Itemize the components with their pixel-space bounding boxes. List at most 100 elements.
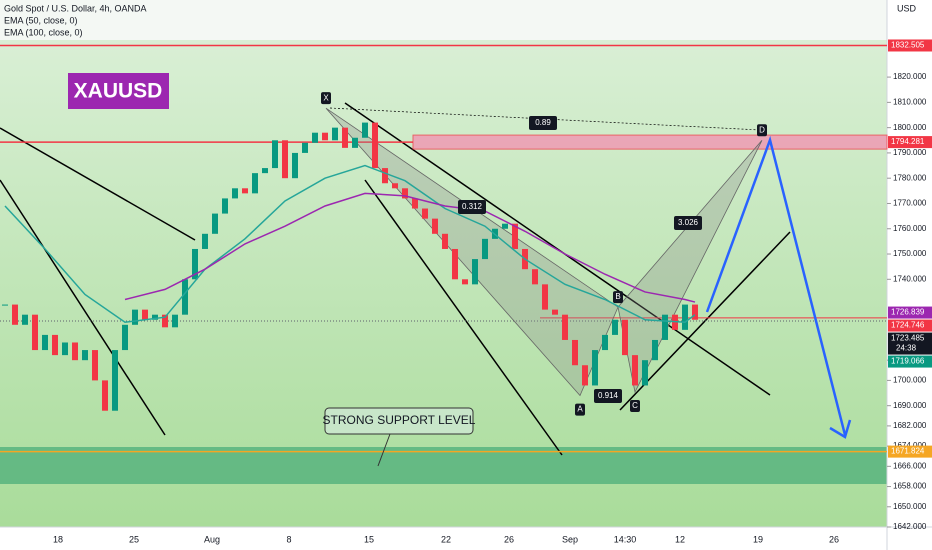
y-tick-label: 1650.000 (893, 502, 927, 511)
candle-body (622, 319, 628, 356)
candle-body (602, 334, 608, 351)
projection (705, 135, 847, 436)
candle-body (252, 173, 258, 194)
candle-body (112, 350, 118, 411)
y-tick-label: 1820.000 (893, 72, 927, 81)
candle-body (62, 342, 68, 356)
price-axis-bg (887, 0, 932, 550)
x-tick-label: 26 (829, 534, 839, 544)
candle-body (332, 127, 338, 141)
price-tag (888, 332, 932, 355)
candle-body (642, 360, 648, 386)
candle-body (562, 314, 568, 340)
x-tick-label: Sep (562, 534, 578, 544)
candle-body (552, 309, 558, 315)
candle-body (42, 334, 48, 351)
price-tag (888, 39, 932, 52)
ratio-label: 0.89 (535, 118, 551, 127)
pattern-label: X (323, 93, 329, 102)
price-tag-label: 1794.281 (891, 137, 925, 146)
candle-body (582, 365, 588, 386)
ema-line (124, 192, 696, 303)
pattern-label: A (577, 405, 583, 414)
ratio-label: 3.026 (678, 218, 699, 227)
candle-body (412, 198, 418, 209)
candle-body (352, 137, 358, 148)
legend-entry: EMA (50, close, 0) (4, 15, 78, 25)
price-tag (888, 445, 932, 458)
projection-arrow (829, 419, 852, 439)
y-tick-label: 1658.000 (893, 482, 927, 491)
plot (0, 44, 888, 453)
trend-line (0, 127, 196, 241)
y-tick-label: 1810.000 (893, 97, 927, 106)
x-tick-label: Aug (204, 534, 220, 544)
candle-body (322, 132, 328, 141)
price-tag-label: 1726.839 (891, 308, 925, 317)
symbol-title: Gold Spot / U.S. Dollar, 4h, OANDA (4, 3, 147, 13)
candle-body (542, 284, 548, 310)
y-tick-label: 1780.000 (893, 173, 927, 182)
x-tick-label: 18 (53, 534, 63, 544)
candle-body (432, 218, 438, 234)
annotation-pointer (377, 433, 391, 467)
candle-body (162, 314, 168, 328)
candle-body (132, 309, 138, 325)
candle-body (272, 140, 278, 169)
badge (68, 73, 169, 109)
x-tick-label: 19 (753, 534, 763, 544)
pattern-label: B (615, 292, 620, 301)
x-tick-label: 25 (129, 534, 139, 544)
candle-body (472, 259, 478, 285)
price-tag-label: 1832.505 (891, 41, 925, 50)
y-tick-label: 1800.000 (893, 123, 927, 132)
candle-body (302, 142, 308, 153)
pattern-point (630, 400, 640, 413)
pattern-point (575, 403, 585, 416)
pattern-point (321, 92, 331, 105)
price-tag-label: 1671.824 (891, 447, 925, 456)
annotation-box (324, 407, 474, 435)
candle-body (692, 304, 698, 320)
candle-body (22, 314, 28, 325)
candle-body (12, 304, 18, 325)
candle-body (372, 122, 378, 169)
candle-body (572, 339, 578, 366)
candle-body (72, 342, 78, 361)
pattern-label: C (632, 401, 638, 410)
price-tag-label: 1719.066 (891, 357, 925, 366)
ratios: 0.89 0.312 3.026 0.914 (458, 116, 702, 403)
candle-body (392, 183, 398, 189)
candle-body (192, 248, 198, 280)
candle-body (52, 334, 58, 356)
resistance-zone (412, 134, 888, 150)
candle-body (482, 238, 488, 260)
x-tick-label: 22 (441, 534, 451, 544)
candle-body (142, 309, 148, 320)
candle-body (312, 132, 318, 143)
candle-body (82, 350, 88, 361)
candle-body (282, 140, 288, 179)
price-tag (888, 306, 932, 319)
candle-body (212, 213, 218, 234)
trend-line (0, 179, 166, 436)
candle-body (502, 223, 508, 229)
annotation: STRONG SUPPORT LEVEL (323, 413, 476, 427)
y-tick-label: 1666.000 (893, 461, 927, 470)
candle-body (532, 269, 538, 285)
countdown: 24:38 (896, 344, 917, 353)
candle-body (262, 168, 268, 174)
price-tag (888, 319, 932, 332)
pattern-point (613, 291, 623, 304)
candle-body (102, 380, 108, 411)
price-tag (888, 355, 932, 368)
ratio-box (529, 116, 557, 130)
candle-body (452, 248, 458, 280)
y-tick-label: 1790.000 (893, 148, 927, 157)
candle-body (122, 324, 128, 351)
candle-body (632, 355, 638, 386)
legend-entry: EMA (100, close, 0) (4, 27, 83, 37)
badge-text: XAUUSD (74, 80, 163, 103)
candle-body (442, 233, 448, 249)
y-tick-label: 1760.000 (893, 224, 927, 233)
